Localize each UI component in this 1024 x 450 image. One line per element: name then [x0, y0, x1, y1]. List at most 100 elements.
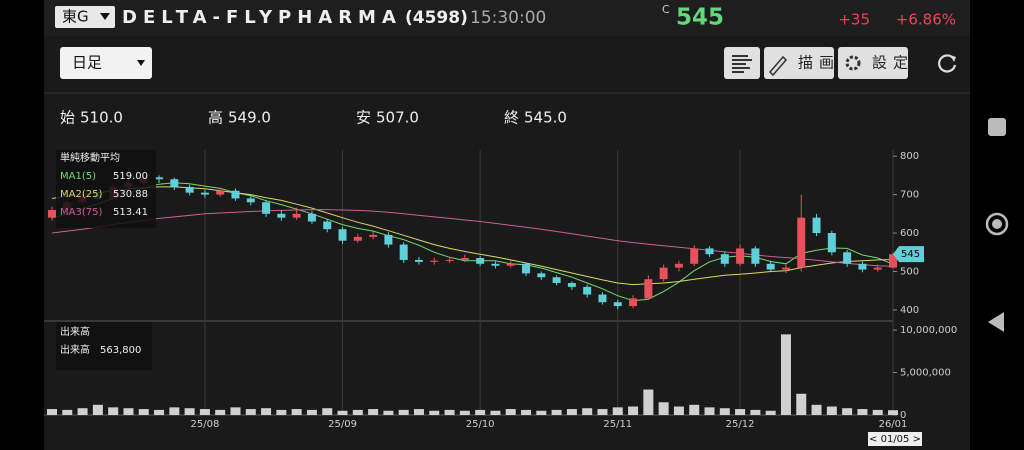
- volume-bar: [689, 404, 700, 415]
- volume-bar: [475, 409, 486, 415]
- volume-bar: [857, 409, 868, 415]
- legend-box: [56, 150, 156, 228]
- candle-body: [522, 263, 531, 274]
- volume-bar: [643, 389, 654, 415]
- volume-bar: [383, 410, 394, 415]
- volume-bar: [566, 409, 577, 415]
- summary-value: 545.0: [524, 109, 567, 127]
- gear-icon: [845, 55, 861, 71]
- volume-bar: [826, 406, 837, 415]
- candle-body: [552, 277, 561, 284]
- volume-bar: [184, 408, 195, 415]
- volume-bar: [230, 407, 241, 415]
- summary-value: 510.0: [80, 109, 123, 127]
- candle-body: [690, 248, 699, 264]
- volume-bar: [47, 409, 57, 415]
- volume-bar: [704, 407, 715, 415]
- x-tick-label: 25/09: [328, 419, 357, 430]
- volume-bar: [306, 409, 317, 415]
- candle-body: [705, 248, 714, 255]
- volume-bar: [261, 408, 272, 415]
- candle-body: [262, 202, 271, 214]
- candle-body: [185, 186, 194, 193]
- volume-bar: [413, 409, 424, 415]
- candle-body: [460, 258, 469, 260]
- market: 東G: [62, 8, 89, 26]
- y-tick-label: 10,000,000: [900, 325, 957, 336]
- y-tick-label: 400: [900, 305, 919, 316]
- y-tick-label: 600: [900, 228, 919, 239]
- candle-body: [751, 248, 760, 264]
- volume-bar: [872, 409, 883, 415]
- legend-value: 530.88: [113, 189, 148, 200]
- y-tick-label: 800: [900, 151, 919, 162]
- candle-body: [231, 190, 240, 199]
- volume-bar: [888, 410, 898, 415]
- dropdown-arrow: [137, 60, 145, 66]
- volume-bar: [842, 408, 853, 415]
- stock-code: (4598): [405, 8, 468, 28]
- candle-body: [338, 229, 347, 241]
- candle-body: [445, 259, 454, 261]
- stock-name: DELTA-FLYPHARMA: [122, 7, 402, 28]
- candle-body: [277, 213, 286, 218]
- volume-bar: [582, 408, 593, 415]
- volume-bar: [291, 409, 302, 415]
- volume-bar: [658, 402, 669, 415]
- legend-name: MA1(5): [60, 171, 96, 182]
- summary-value: 549.0: [228, 109, 271, 127]
- legend-box: [56, 322, 152, 370]
- volume-value: 563,800: [100, 345, 141, 356]
- nav-home[interactable]: [985, 212, 1009, 236]
- candle-body: [736, 248, 745, 264]
- volume-bar: [444, 409, 455, 415]
- candle-body: [155, 177, 164, 180]
- legend-value: 513.41: [113, 207, 148, 218]
- indicator-icon: [732, 55, 752, 73]
- nav-recent[interactable]: [988, 118, 1006, 136]
- volume-bar: [276, 409, 287, 415]
- volume-bar: [199, 409, 210, 415]
- nav-back[interactable]: [988, 312, 1004, 332]
- candle-body: [537, 273, 546, 278]
- summary-label: 始: [60, 109, 75, 127]
- period: 日足: [72, 54, 102, 72]
- volume-bar: [77, 408, 88, 415]
- refresh-icon[interactable]: [938, 54, 957, 73]
- pencil-icon: [768, 55, 788, 77]
- volume-bar: [750, 409, 761, 415]
- volume-bar: [765, 410, 776, 415]
- draw-button[interactable]: [764, 47, 834, 79]
- candle-body: [781, 267, 790, 270]
- date-badge-label: < 01/05 >: [869, 434, 921, 445]
- legend-title: 単純移動平均: [60, 151, 120, 164]
- volume-bar: [92, 404, 103, 415]
- candle-body: [613, 302, 622, 307]
- candle-body: [598, 294, 607, 303]
- candle-body: [170, 179, 179, 187]
- candle-body: [567, 283, 576, 287]
- candle-body: [720, 254, 729, 264]
- period-select[interactable]: [60, 47, 152, 79]
- volume-bar: [551, 409, 562, 415]
- header-bar: [44, 0, 970, 36]
- x-tick-label: 25/11: [603, 419, 632, 430]
- legend-value: 519.00: [113, 171, 148, 182]
- candle-body: [353, 236, 362, 241]
- candle-body: [659, 267, 668, 280]
- candle-body: [812, 217, 821, 234]
- summary-label: 終: [504, 109, 519, 127]
- summary-label: 安: [356, 109, 371, 127]
- volume-bar: [322, 408, 333, 415]
- candle-body: [827, 233, 836, 253]
- volume-bar: [368, 409, 379, 415]
- volume-bar: [215, 409, 226, 415]
- candle-body: [491, 263, 500, 266]
- candle-body: [200, 192, 209, 195]
- settings-button[interactable]: [838, 47, 908, 79]
- market-select[interactable]: [55, 6, 115, 28]
- candle-body: [414, 259, 423, 262]
- volume-bar: [597, 409, 608, 415]
- volume-bar: [521, 409, 532, 415]
